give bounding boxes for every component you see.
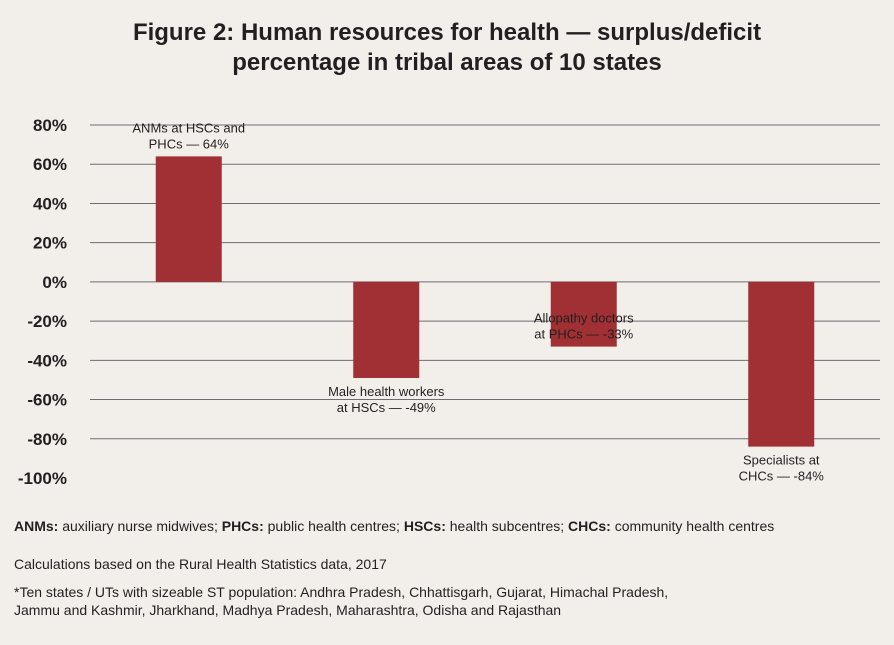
y-tick-label: 60% <box>33 155 67 174</box>
abbr-anms: ANMs: <box>14 518 59 534</box>
bar-data-label: at HSCs — -49% <box>337 400 436 415</box>
y-tick-label: 40% <box>33 194 67 213</box>
bar-chart: 80% 60% 40% 20% 0% -20% -40% -60% -80% -100% ANMs … <box>18 116 880 488</box>
bar <box>353 281 420 378</box>
bar-data-label: CHCs — -84% <box>739 469 825 484</box>
y-tick-label: -40% <box>27 351 67 370</box>
chart-title-line-1: Figure 2: Human resources for health — s… <box>132 19 762 46</box>
states-footnote-line-1: *Ten states / UTs with sizeable ST popul… <box>14 584 669 600</box>
bar-data-label: PHCs — 64% <box>149 136 230 151</box>
abbr-anms-def: auxiliary nurse midwives; <box>62 518 218 534</box>
y-tick-label: -100% <box>18 469 67 488</box>
chart-title: Figure 2: Human resources for health — s… <box>0 18 894 78</box>
abbr-hscs-def: health subcentres; <box>449 518 565 534</box>
states-footnote: *Ten states / UTs with sizeable ST popul… <box>14 583 668 619</box>
y-tick-label: 20% <box>33 234 67 253</box>
abbr-phcs-def: public health centres; <box>267 518 400 534</box>
bar-data-label: Allopathy doctors <box>534 311 634 326</box>
calculation-note: Calculations based on the Rural Health S… <box>14 556 387 572</box>
bar <box>155 156 222 282</box>
abbr-hscs: HSCs: <box>403 518 446 534</box>
y-tick-label: 80% <box>33 116 67 135</box>
abbr-phcs: PHCs: <box>221 518 264 534</box>
bar <box>550 281 617 347</box>
y-tick-label: 0% <box>42 273 67 292</box>
abbr-chcs: CHCs: <box>568 518 611 534</box>
bar-data-label: Male health workers <box>328 384 445 399</box>
bar-data-label: Specialists at <box>743 453 820 468</box>
abbr-chcs-def: community health centres <box>614 518 775 534</box>
states-footnote-line-2: Jammu and Kashmir, Jharkhand, Madhya Pra… <box>14 602 562 618</box>
y-tick-label: -20% <box>27 312 67 331</box>
chart-title-line-2: percentage in tribal areas of 10 states <box>232 49 662 76</box>
bar-data-label: ANMs at HSCs and <box>132 120 245 135</box>
y-tick-label: -60% <box>27 391 67 410</box>
abbreviations-note: ANMs: auxiliary nurse midwives; PHCs: pu… <box>14 518 774 534</box>
y-tick-label: -80% <box>27 430 67 449</box>
bar-data-label: at PHCs — -33% <box>534 327 633 342</box>
bar <box>748 281 815 447</box>
